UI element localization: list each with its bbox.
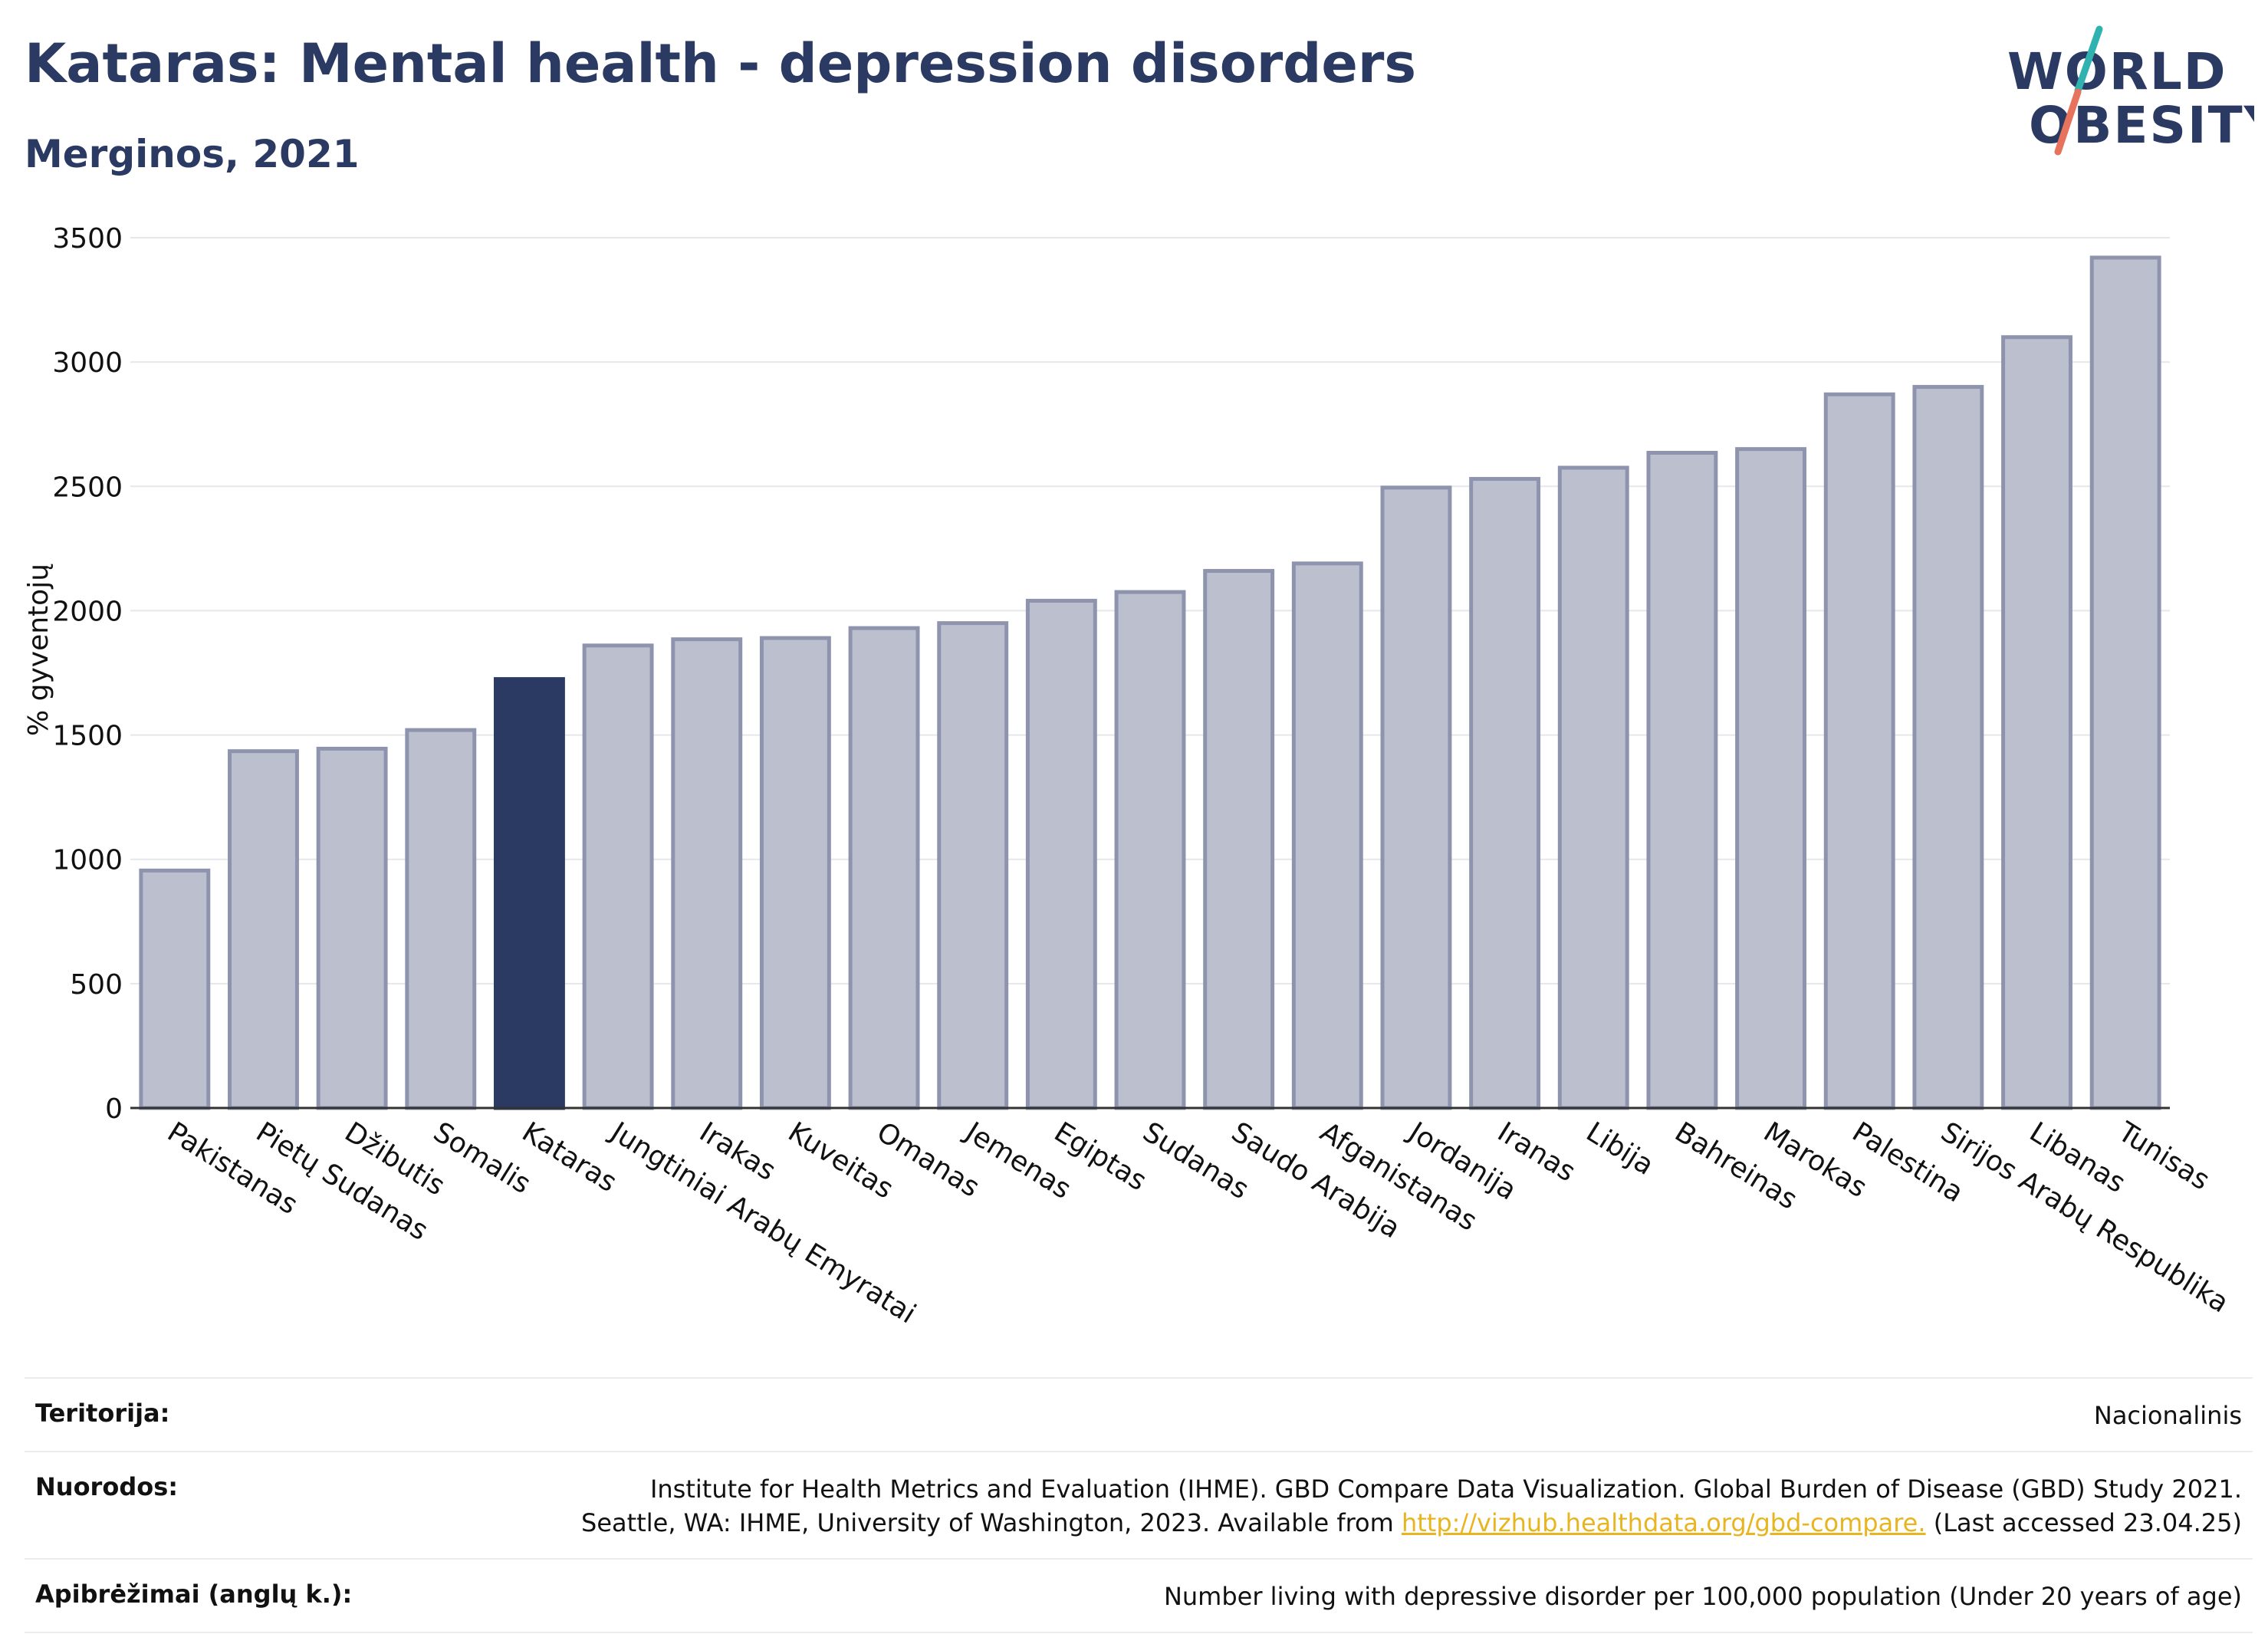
y-tick-label: 1000 <box>52 845 123 876</box>
x-tick-label: Jungtiniai Arabų Emyratai <box>604 1116 922 1330</box>
footer-table: Teritorija: Nacionalinis Nuorodos: Insti… <box>25 1377 2253 1633</box>
bar-jungtiniai-arabų-emyratai <box>584 646 652 1108</box>
footer-territory-text: Nacionalinis <box>2094 1399 2242 1432</box>
y-tick-label: 2000 <box>52 596 123 627</box>
y-tick-label: 2500 <box>52 472 123 503</box>
y-tick-label: 500 <box>70 969 123 1001</box>
bar-pietų-sudanas <box>230 751 297 1108</box>
footer-label-references: Nuorodos: <box>35 1472 178 1501</box>
x-tick-label: Kataras <box>517 1116 623 1198</box>
world-obesity-logo: WORLD OBESITY <box>2001 21 2254 159</box>
y-axis-label: % gyventojų <box>23 564 54 736</box>
bar-palestina <box>1826 394 1893 1108</box>
x-tick-label: Somalis <box>428 1116 536 1200</box>
bar-egiptas <box>1027 600 1095 1108</box>
footer-value-territory: Nacionalinis <box>2094 1399 2242 1432</box>
footer-reference-accessed: (Last accessed 23.04.25) <box>1926 1508 2242 1537</box>
bar-jordanija <box>1382 488 1450 1108</box>
bar-bahreinas <box>1648 453 1716 1108</box>
footer-label-territory: Teritorija: <box>35 1399 169 1428</box>
bar-saudo-arabija <box>1205 571 1273 1108</box>
bar-marokas <box>1737 449 1805 1108</box>
footer-row-references: Nuorodos: Institute for Health Metrics a… <box>25 1451 2253 1558</box>
y-tick-label: 3000 <box>52 347 123 379</box>
chart-title: Kataras: Mental health - depression diso… <box>25 32 1416 95</box>
y-tick-label: 3500 <box>52 223 123 255</box>
bar-kuveitas <box>761 638 829 1108</box>
bar-iranas <box>1471 479 1539 1108</box>
footer-reference-line1: Institute for Health Metrics and Evaluat… <box>581 1472 2242 1506</box>
bar-pakistanas <box>141 870 209 1108</box>
x-tick-label: Tunisas <box>2112 1116 2215 1196</box>
bar-kataras <box>495 679 563 1108</box>
y-axis-ticks: 0 500 1000 1500 2000 2500 3000 3500 <box>52 223 123 1125</box>
logo-line1: WORLD <box>2007 42 2227 101</box>
footer-value-definitions: Number living with depressive disorder p… <box>1164 1580 2242 1613</box>
bar-omanas <box>850 628 918 1108</box>
bar-jemenas <box>939 623 1007 1108</box>
footer-reference-line2-text: Seattle, WA: IHME, University of Washing… <box>581 1508 1402 1537</box>
bar-sudanas <box>1116 592 1184 1108</box>
footer-row-definitions: Apibrėžimai (anglų k.): Number living wi… <box>25 1558 2253 1633</box>
footer-row-territory: Teritorija: Nacionalinis <box>25 1377 2253 1451</box>
chart-subtitle: Merginos, 2021 <box>25 132 360 176</box>
footer-label-definitions: Apibrėžimai (anglų k.): <box>35 1580 352 1609</box>
y-tick-label: 1500 <box>52 721 123 752</box>
bar-chart: 0 500 1000 1500 2000 2500 3000 3500 PakistanasP… <box>0 199 2268 1357</box>
bar-tunisas <box>2092 258 2159 1108</box>
source-link[interactable]: http://vizhub.healthdata.org/gbd-compare… <box>1402 1508 1926 1537</box>
bars <box>141 258 2159 1108</box>
bar-afganistanas <box>1293 564 1361 1108</box>
footer-reference-line2: Seattle, WA: IHME, University of Washing… <box>581 1506 2242 1540</box>
x-tick-label: Libija <box>1580 1116 1658 1182</box>
bar-libanas <box>2003 337 2071 1108</box>
y-tick-label: 0 <box>105 1093 123 1125</box>
footer-value-references: Institute for Health Metrics and Evaluat… <box>581 1472 2242 1540</box>
bar-somalis <box>407 730 475 1108</box>
footer-definition-text: Number living with depressive disorder p… <box>1164 1580 2242 1613</box>
bar-džibutis <box>318 748 386 1108</box>
bar-sirijos-arabų-respublika <box>1915 387 1982 1108</box>
bar-libija <box>1560 468 1627 1108</box>
bar-irakas <box>673 639 741 1108</box>
